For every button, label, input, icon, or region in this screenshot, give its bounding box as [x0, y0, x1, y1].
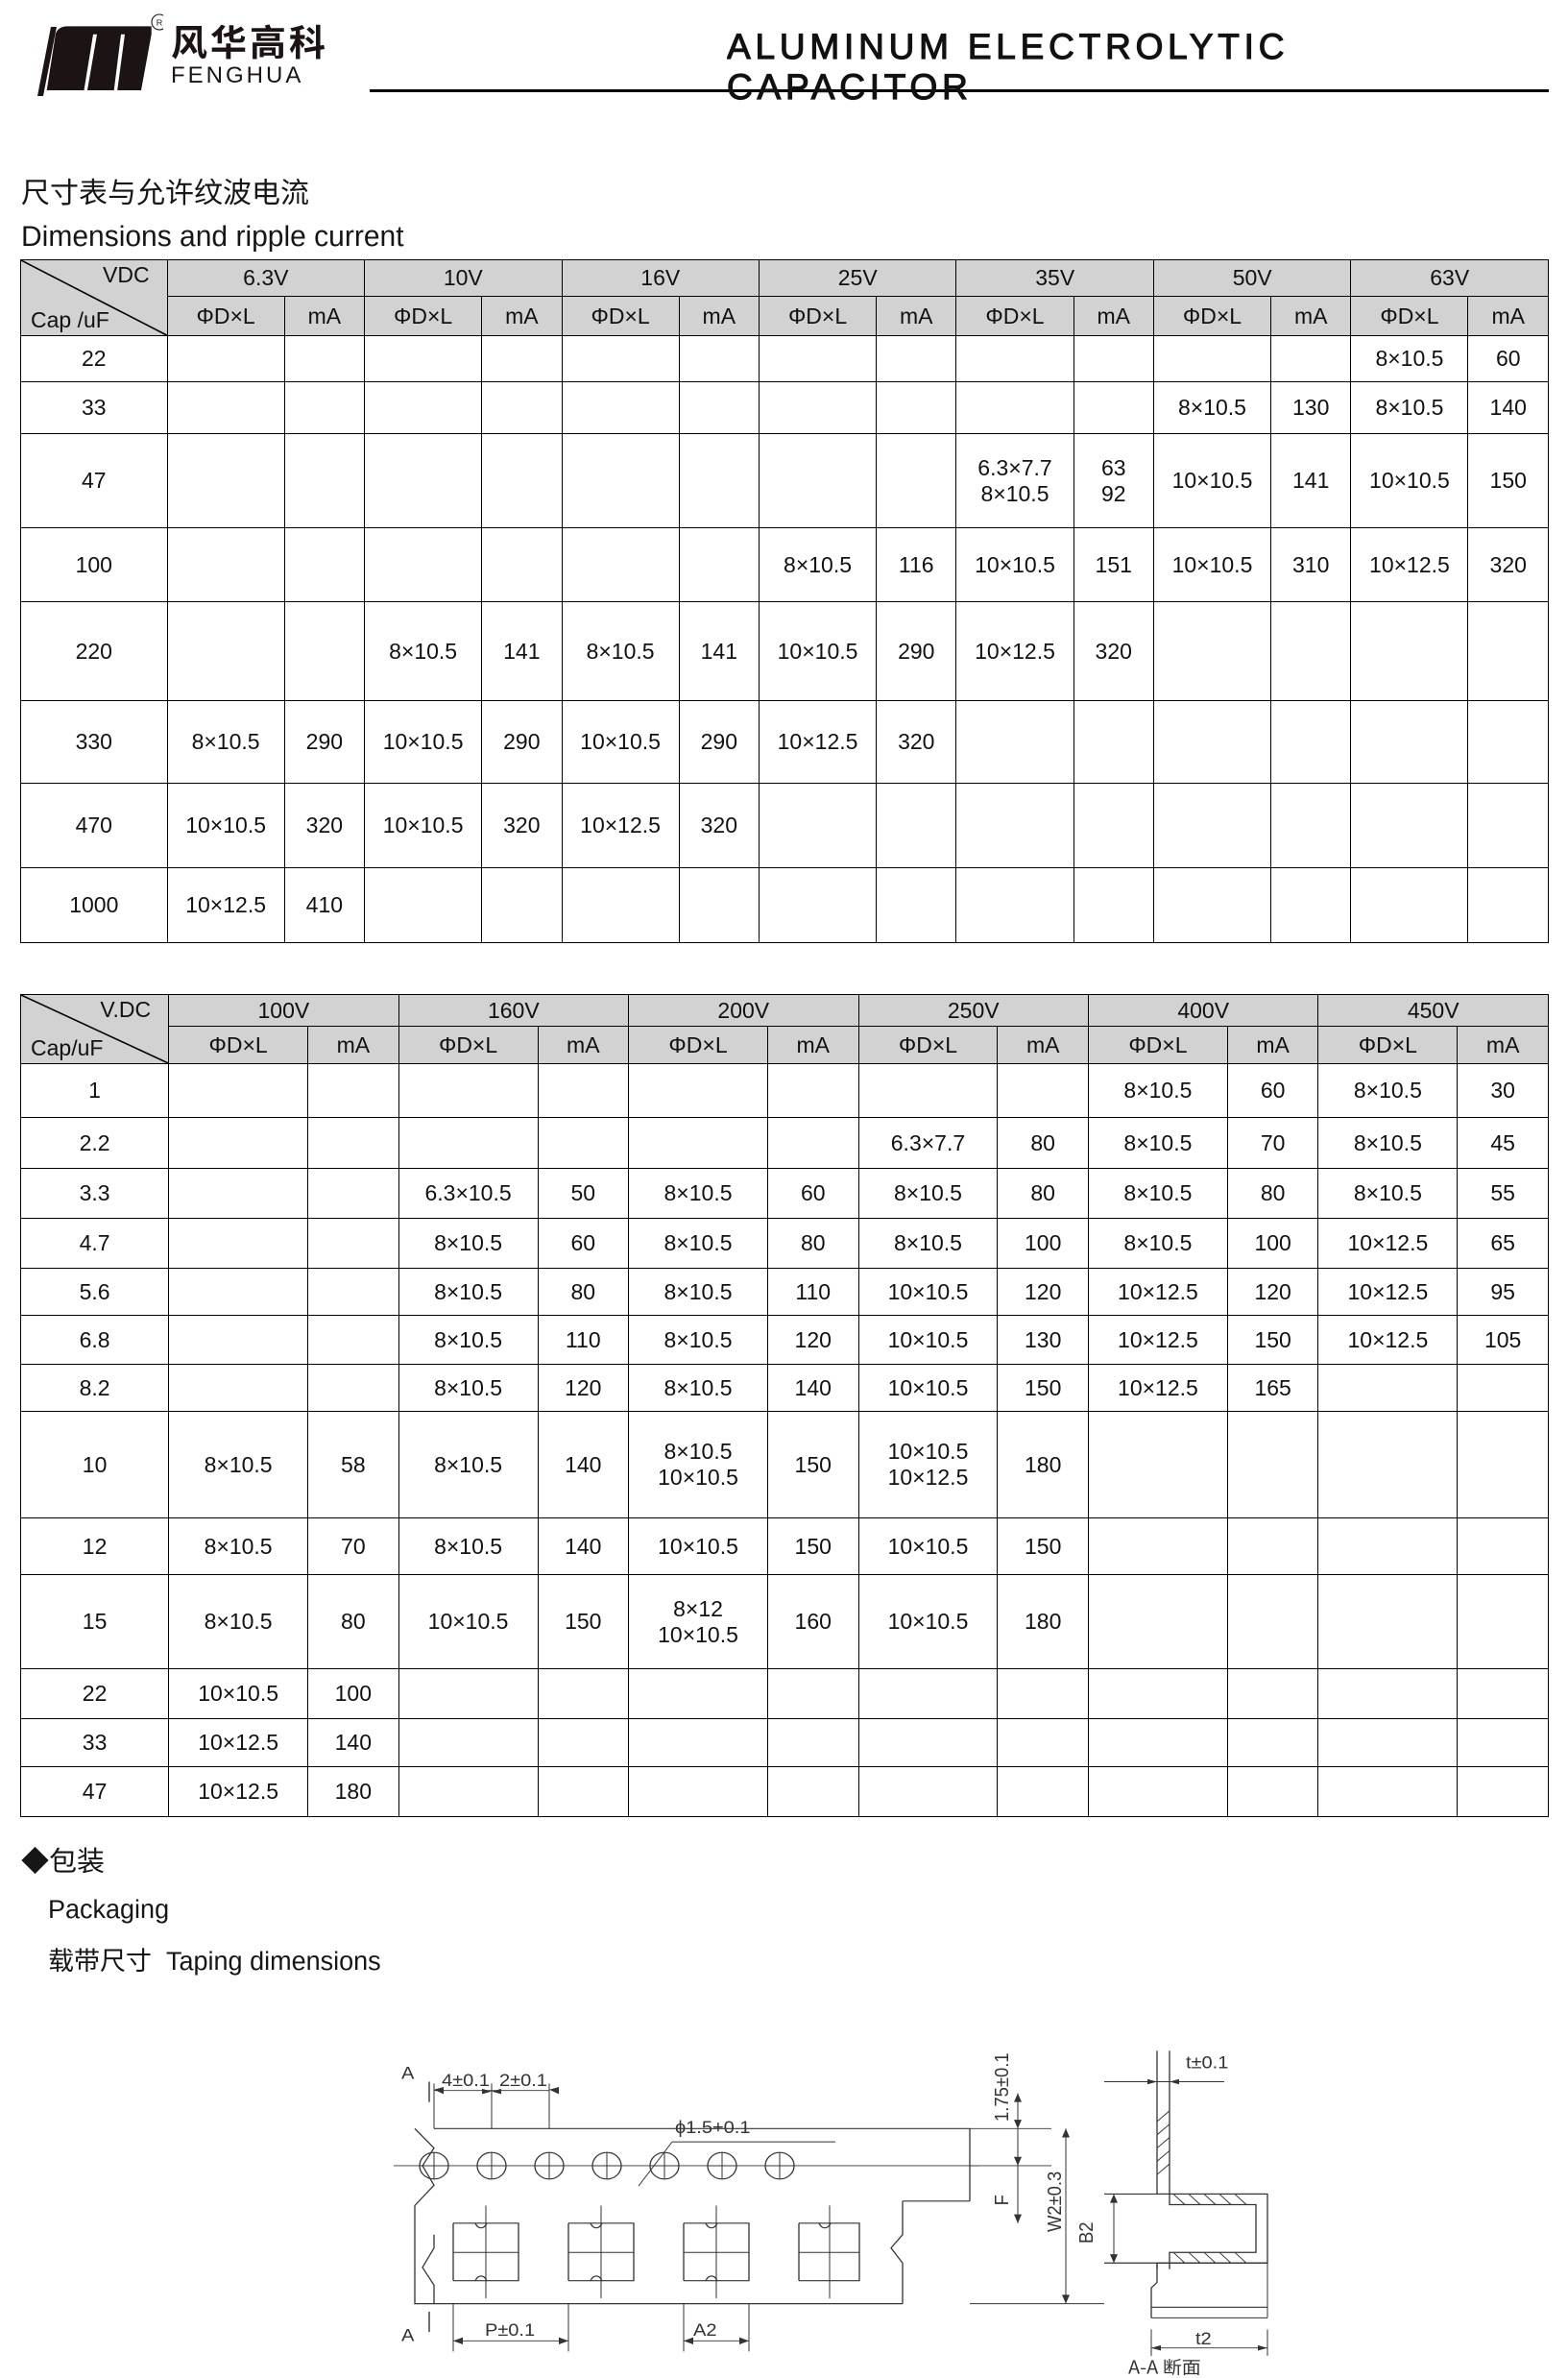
svg-text:ϕ1.5+0.1: ϕ1.5+0.1: [675, 2119, 750, 2138]
svg-text:A: A: [401, 2064, 415, 2083]
svg-text:R: R: [157, 17, 163, 27]
svg-text:1.75±0.1: 1.75±0.1: [992, 2052, 1013, 2122]
svg-text:4±0.1: 4±0.1: [442, 2072, 490, 2091]
svg-text:A: A: [401, 2326, 415, 2345]
svg-text:B2: B2: [1076, 2221, 1098, 2244]
svg-text:t2: t2: [1195, 2330, 1212, 2349]
svg-text:P±0.1: P±0.1: [485, 2320, 535, 2340]
svg-text:2±0.1: 2±0.1: [499, 2072, 547, 2091]
svg-text:A-A 断面: A-A 断面: [1128, 2353, 1201, 2378]
svg-text:F: F: [992, 2195, 1013, 2205]
svg-text:A2: A2: [693, 2320, 716, 2340]
svg-text:W2±0.3: W2±0.3: [1045, 2172, 1066, 2232]
svg-text:t±0.1: t±0.1: [1186, 2053, 1228, 2073]
